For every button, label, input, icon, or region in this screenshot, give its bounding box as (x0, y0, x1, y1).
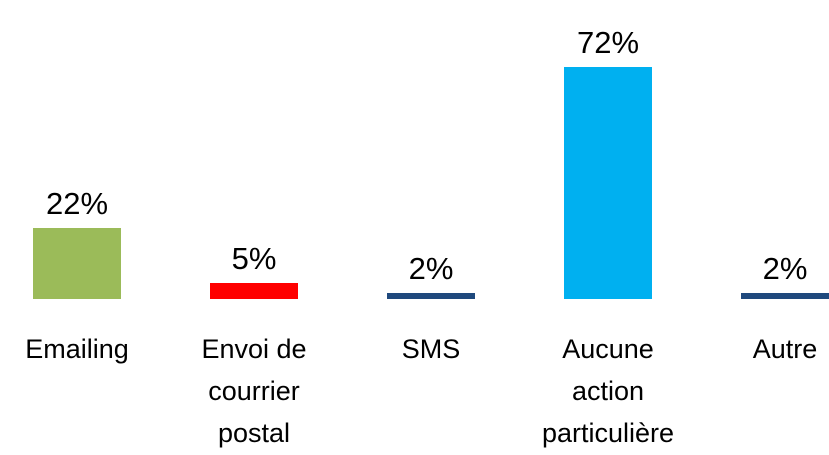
bar (33, 228, 121, 299)
x-tick-label: Aucune action particulière (541, 334, 675, 448)
value-label: 2% (762, 250, 808, 286)
bar (564, 67, 652, 299)
value-label: 2% (408, 250, 454, 286)
value-label: 5% (231, 240, 277, 276)
bar (387, 292, 475, 299)
x-tick-label: Envoi de courrier postal (201, 334, 307, 448)
x-tick-label: Emailing (25, 334, 129, 364)
x-tick-label: Autre (752, 334, 818, 364)
x-tick-label: SMS (401, 334, 461, 364)
bar (210, 282, 298, 299)
value-label: 72% (576, 25, 640, 60)
value-label: 22% (45, 186, 109, 222)
bar (741, 292, 829, 299)
